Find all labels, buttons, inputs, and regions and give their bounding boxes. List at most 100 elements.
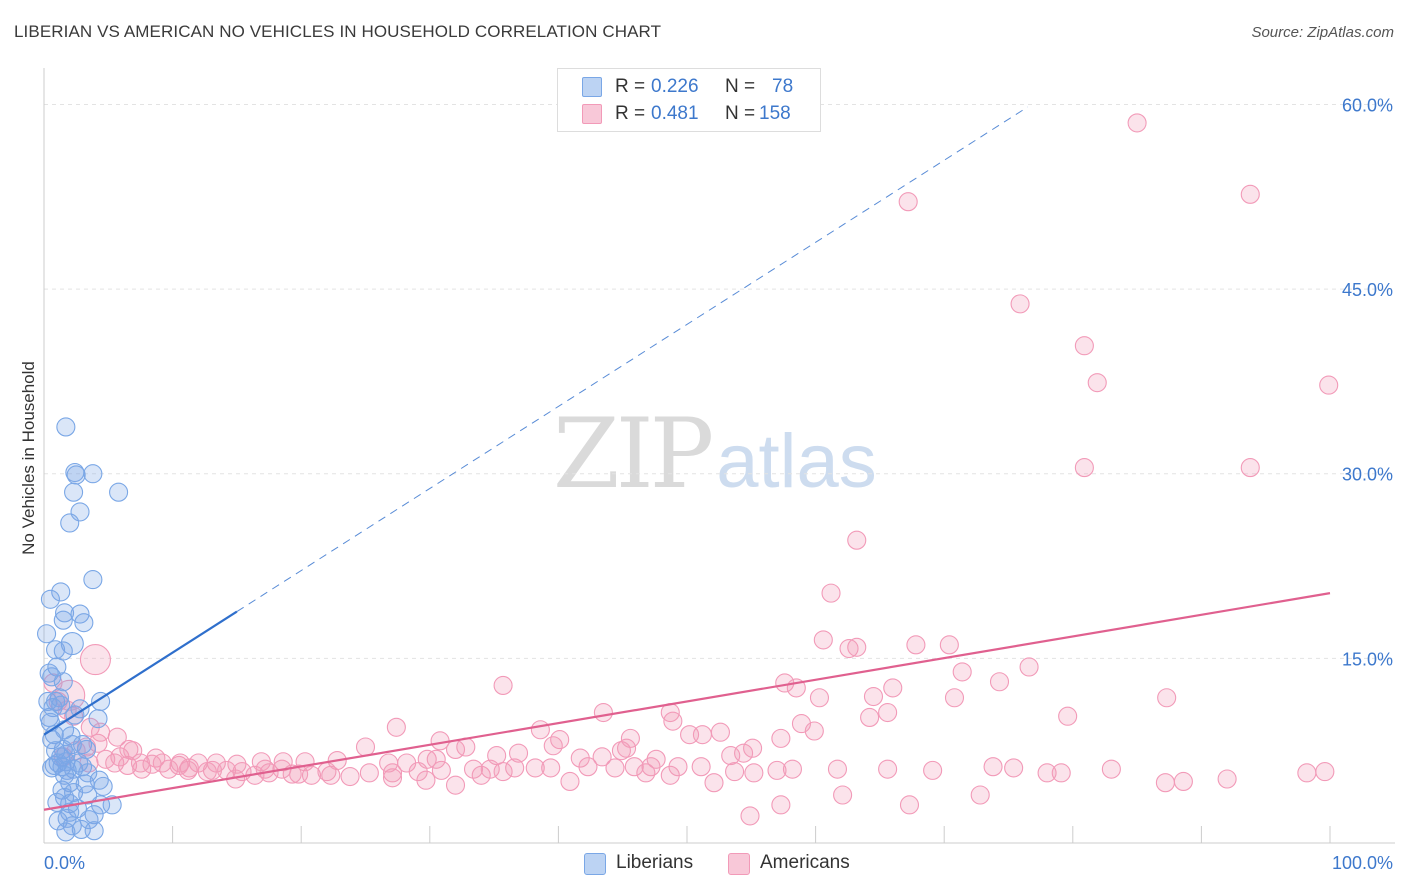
liberian-point xyxy=(38,691,58,711)
american-point xyxy=(878,759,898,779)
american-point xyxy=(88,733,108,753)
liberian-point xyxy=(83,464,103,484)
american-point xyxy=(611,741,631,761)
y-axis-label: No Vehicles in Household xyxy=(19,361,38,555)
american-point xyxy=(169,755,189,776)
american-point xyxy=(906,635,926,655)
legend-r-value: 0.481 xyxy=(651,103,699,124)
american-point xyxy=(79,644,111,676)
american-point xyxy=(983,757,1003,777)
watermark-zip: ZIP xyxy=(553,398,714,510)
american-point xyxy=(660,765,680,785)
american-point xyxy=(107,727,127,747)
american-point xyxy=(771,795,791,815)
american-point xyxy=(463,759,484,779)
american-point xyxy=(827,759,848,779)
liberian-point xyxy=(57,760,77,780)
liberians-swatch xyxy=(582,77,602,97)
liberian-point xyxy=(53,641,73,661)
american-point xyxy=(1319,375,1339,395)
american-point xyxy=(445,775,466,795)
american-point xyxy=(1217,769,1237,789)
american-point xyxy=(704,773,724,793)
liberian-point xyxy=(109,482,129,502)
legend-r-value: 0.226 xyxy=(651,76,699,97)
liberian-trend-line xyxy=(43,610,238,736)
liberian-point xyxy=(64,782,84,803)
american-point xyxy=(382,768,403,788)
liberian-point xyxy=(55,603,75,623)
american-point xyxy=(839,638,859,659)
liberian-point xyxy=(84,821,104,841)
liberian-point xyxy=(53,672,73,692)
american-point xyxy=(359,763,379,783)
american-point xyxy=(289,764,309,784)
american-point xyxy=(96,749,116,769)
american-point xyxy=(1315,762,1335,782)
american-point xyxy=(847,530,867,550)
american-point xyxy=(146,748,166,768)
y-tick-label: 60.0% xyxy=(1342,95,1393,115)
liberian-point xyxy=(39,663,59,683)
americans-legend-label: Americans xyxy=(760,852,850,873)
american-point xyxy=(782,759,803,779)
liberian-point xyxy=(49,688,69,708)
x-tick-label: 100.0% xyxy=(1332,853,1393,873)
liberian-point xyxy=(74,613,94,633)
american-point xyxy=(431,760,451,780)
american-point xyxy=(744,763,764,783)
liberian-point xyxy=(56,417,76,437)
american-point xyxy=(939,635,959,655)
american-point xyxy=(1051,763,1071,783)
liberian-point xyxy=(46,640,66,660)
liberian-point xyxy=(51,695,71,715)
liberian-point xyxy=(88,709,108,729)
american-point xyxy=(1157,688,1177,708)
liberian-point xyxy=(78,785,98,805)
correlation-legend: R = 0.226 N = 78 R = 0.481 N = 158 xyxy=(557,68,821,132)
american-point xyxy=(1010,294,1030,314)
american-point xyxy=(725,762,745,782)
legend-n-value: 78 xyxy=(772,76,794,97)
american-point xyxy=(878,702,898,723)
liberian-trend-extension xyxy=(236,106,1029,613)
liberian-point xyxy=(60,632,84,656)
american-point xyxy=(530,720,550,740)
liberian-point xyxy=(53,610,73,630)
american-point xyxy=(952,662,972,682)
american-point xyxy=(123,741,143,761)
american-point xyxy=(321,765,341,785)
american-point xyxy=(1074,458,1094,478)
american-point xyxy=(641,757,661,777)
american-point xyxy=(541,758,561,778)
american-point xyxy=(771,728,791,748)
legend-n-label: N = xyxy=(725,76,756,97)
liberian-point xyxy=(60,513,80,533)
american-point xyxy=(624,757,644,777)
liberian-point xyxy=(102,795,122,815)
american-point xyxy=(743,738,763,758)
american-point xyxy=(989,672,1010,692)
american-point xyxy=(578,757,598,777)
liberian-point xyxy=(40,589,60,609)
y-tick-label: 45.0% xyxy=(1342,280,1393,300)
liberian-point xyxy=(48,811,68,831)
american-point xyxy=(493,762,513,782)
american-point xyxy=(710,722,730,742)
american-point xyxy=(543,736,563,756)
american-point xyxy=(740,806,760,826)
american-point xyxy=(379,753,399,773)
american-point xyxy=(970,785,990,805)
american-point xyxy=(1004,758,1024,778)
liberian-point xyxy=(51,582,71,602)
legend-r-label: R = xyxy=(615,103,646,124)
liberians-legend-swatch xyxy=(584,853,606,875)
liberian-point xyxy=(44,755,64,776)
american-point xyxy=(663,711,683,731)
liberian-point xyxy=(42,667,62,687)
american-point xyxy=(1074,336,1094,356)
liberian-point xyxy=(43,698,63,718)
american-point xyxy=(923,760,943,780)
american-point xyxy=(593,702,613,723)
